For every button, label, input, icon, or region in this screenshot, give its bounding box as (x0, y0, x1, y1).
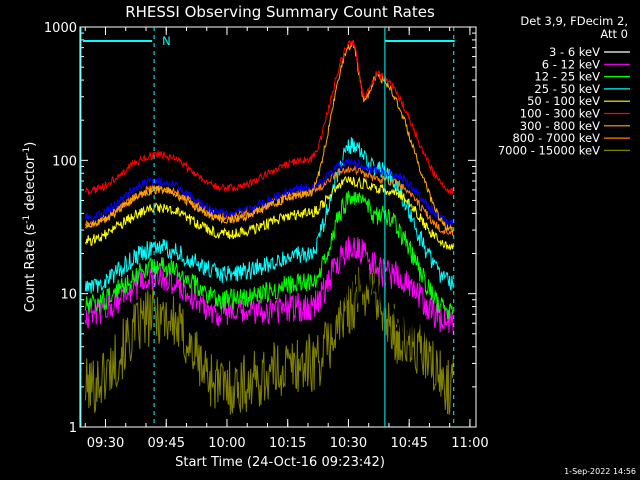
legend-label: 3 - 6 keV (549, 45, 600, 59)
y-tick-label: 1 (69, 421, 77, 436)
legend-label: 800 - 7000 keV (512, 131, 600, 145)
y-tick-labels: 1 10 100 1000 (44, 21, 77, 436)
legend-label: 300 - 800 keV (520, 119, 600, 133)
x-tick-label: 10:00 (208, 436, 245, 451)
time-markers: N (80, 27, 455, 427)
series-line-25-50-kev (84, 137, 454, 294)
y-tick-label: 1000 (44, 21, 77, 36)
y-tick-label: 100 (52, 154, 77, 169)
chart-title: RHESSI Observing Summary Count Rates (125, 3, 435, 21)
x-tick-label: 09:30 (87, 436, 124, 451)
legend-label: 12 - 25 keV (534, 70, 600, 84)
legend-label: 7000 - 15000 keV (498, 143, 600, 157)
legend-label: 6 - 12 keV (542, 57, 600, 71)
series-line-unlabelled (84, 157, 454, 227)
series-line-12-25-kev (84, 190, 454, 320)
legend-header-line-1: Det 3,9, FDecim 2, (520, 14, 628, 28)
x-tick-label: 10:45 (390, 436, 427, 451)
series-line-100-300-kev (84, 39, 454, 195)
y-axis-label: Count Rate (s-1 detector-1) (22, 142, 38, 313)
night-annotation: N (162, 34, 171, 48)
legend-label: 50 - 100 keV (527, 94, 600, 108)
legend-label: 100 - 300 keV (520, 107, 600, 121)
series-line-300-800-kev (84, 41, 454, 234)
x-tick-label: 11:00 (451, 436, 488, 451)
x-axis-label: Start Time (24-Oct-16 09:23:42) (175, 455, 385, 470)
series-line-6-12-kev (84, 236, 454, 335)
plot-frame (79, 26, 477, 428)
x-tick-label: 10:30 (330, 436, 367, 451)
series-line-7000-15000-kev (84, 263, 454, 415)
legend-header-line-2: Att 0 (600, 27, 628, 41)
x-tick-label: 09:45 (148, 436, 185, 451)
series-line-800-7000-kev (84, 165, 454, 236)
series-group (84, 39, 454, 415)
legend-label: 25 - 50 keV (534, 82, 600, 96)
x-tick-label: 10:15 (269, 436, 306, 451)
y-tick-label: 10 (60, 288, 77, 303)
footer-timestamp: 1-Sep-2022 14:56 (564, 467, 636, 476)
x-tick-labels: 09:30 09:45 10:00 10:15 10:30 10:45 11:00 (87, 436, 489, 451)
series-line-50-100-kev (84, 175, 454, 251)
plot-area: N (79, 26, 477, 428)
